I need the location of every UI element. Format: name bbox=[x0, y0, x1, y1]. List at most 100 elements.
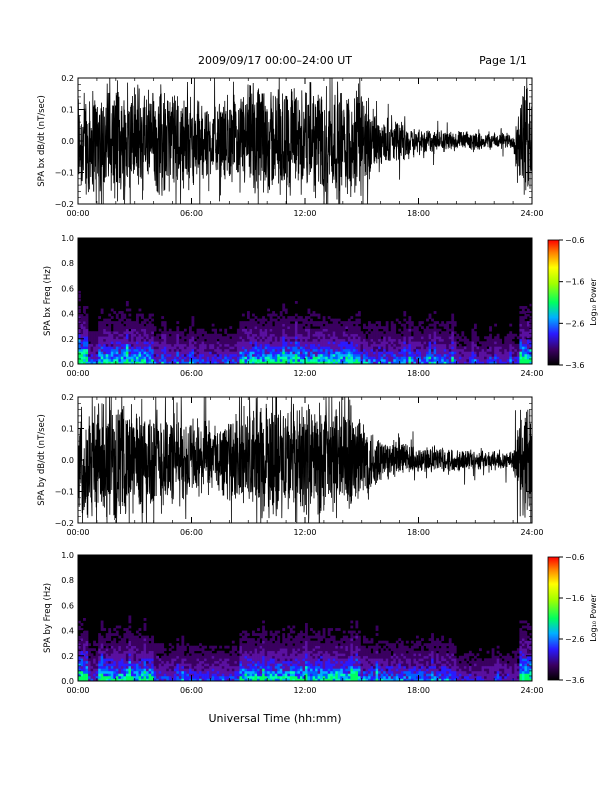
spectrogram-cell bbox=[120, 313, 124, 317]
spectrogram-cell bbox=[136, 328, 139, 332]
spectrogram-cell bbox=[257, 331, 260, 335]
spectrogram-cell bbox=[257, 660, 260, 664]
spectrogram-cell bbox=[186, 678, 190, 682]
spectrogram-cell bbox=[201, 328, 205, 332]
spectrogram-cell bbox=[146, 351, 149, 355]
spectrogram-cell bbox=[287, 316, 291, 319]
spectrogram-cell bbox=[438, 361, 442, 365]
spectrogram-cell bbox=[451, 323, 455, 327]
spectrogram-cell bbox=[113, 675, 117, 679]
spectrogram-cell bbox=[98, 648, 101, 652]
spectrogram-cell bbox=[330, 356, 334, 360]
spectrogram-cell bbox=[350, 678, 354, 682]
spectrogram-cell bbox=[249, 328, 253, 332]
spectrogram-cell bbox=[347, 673, 351, 677]
spectrogram-cell bbox=[317, 663, 321, 667]
spectrogram-cell bbox=[113, 650, 117, 654]
spectrogram-cell bbox=[352, 343, 356, 347]
spectrogram-cell bbox=[211, 323, 215, 327]
spectrogram-cell bbox=[115, 625, 119, 629]
spectrogram-cell bbox=[178, 361, 182, 365]
spectrogram-cell bbox=[156, 333, 160, 337]
spectrogram-cell bbox=[244, 670, 248, 674]
spectrogram-cell bbox=[95, 675, 99, 679]
spectrogram-cell bbox=[224, 658, 228, 662]
spectrogram-cell bbox=[120, 351, 124, 355]
spectrogram-cell bbox=[209, 673, 212, 677]
spectrogram-cell bbox=[241, 660, 245, 664]
spectrogram-cell bbox=[405, 328, 409, 332]
spectrogram-cell bbox=[456, 341, 460, 345]
spectrogram-cell bbox=[274, 660, 278, 664]
spectrogram-cell bbox=[88, 338, 91, 342]
spectrogram-cell bbox=[254, 358, 258, 362]
spectrogram-cell bbox=[100, 658, 104, 662]
spectrogram-cell bbox=[289, 678, 293, 682]
spectrogram-cell bbox=[484, 348, 487, 352]
spectrogram-cell bbox=[337, 343, 341, 347]
spectrogram-cell bbox=[466, 343, 470, 347]
spectrogram-cell bbox=[226, 333, 230, 337]
spectrogram-cell bbox=[93, 670, 96, 674]
spectrogram-cell bbox=[279, 645, 283, 649]
spectrogram-cell bbox=[95, 336, 99, 340]
spectrogram-cell bbox=[368, 361, 371, 365]
spectrogram-cell bbox=[294, 323, 298, 327]
spectrogram-cell bbox=[120, 311, 124, 314]
spectrogram-cell bbox=[257, 673, 260, 677]
spectrogram-cell bbox=[327, 630, 331, 634]
y-tick-label: −0.1 bbox=[55, 488, 74, 497]
spectrogram-cell bbox=[113, 336, 117, 340]
spectrogram-cell bbox=[151, 665, 154, 669]
spectrogram-cell bbox=[178, 658, 182, 662]
spectrogram-cell bbox=[403, 318, 407, 322]
spectrogram-cell bbox=[403, 328, 407, 332]
spectrogram-cell bbox=[388, 348, 392, 352]
spectrogram-cell bbox=[234, 658, 238, 662]
spectrogram-cell bbox=[327, 346, 331, 350]
spectrogram-cell bbox=[166, 678, 170, 682]
spectrogram-cell bbox=[199, 336, 202, 340]
spectrogram-cell bbox=[400, 336, 404, 340]
spectrogram-cell bbox=[282, 361, 286, 365]
spectrogram-cell bbox=[146, 653, 149, 657]
spectrogram-cell bbox=[279, 311, 283, 314]
spectrogram-cell bbox=[390, 331, 394, 335]
spectrogram-cell bbox=[327, 643, 331, 647]
spectrogram-cell bbox=[277, 321, 281, 324]
spectrogram-cell bbox=[516, 346, 520, 350]
spectrogram-cell bbox=[325, 356, 328, 360]
spectrogram-cell bbox=[171, 655, 175, 659]
spectrogram-cell bbox=[496, 338, 500, 342]
spectrogram-cell bbox=[216, 356, 220, 360]
spectrogram-cell bbox=[305, 356, 308, 360]
spectrogram-cell bbox=[108, 628, 112, 631]
spectrogram-cell bbox=[299, 353, 303, 357]
spectrogram-cell bbox=[188, 670, 192, 674]
spectrogram-cell bbox=[80, 331, 84, 335]
spectrogram-cell bbox=[93, 678, 96, 682]
spectrogram-cell bbox=[355, 348, 359, 352]
spectrogram-cell bbox=[327, 640, 331, 644]
spectrogram-cell bbox=[85, 640, 89, 644]
spectrogram-cell bbox=[219, 341, 223, 345]
spectrogram-cell bbox=[234, 333, 238, 337]
spectrogram-cell bbox=[363, 346, 366, 350]
spectrogram-cell bbox=[209, 668, 212, 672]
spectrogram-cell bbox=[113, 648, 117, 652]
spectrogram-cell bbox=[103, 653, 107, 657]
spectrogram-cell bbox=[196, 678, 200, 682]
spectrogram-cell bbox=[188, 333, 192, 337]
spectrogram-cell bbox=[390, 336, 394, 340]
spectrogram-cell bbox=[156, 356, 160, 360]
spectrogram-cell bbox=[489, 333, 492, 337]
spectrogram-cell bbox=[496, 341, 500, 345]
spectrogram-cell bbox=[146, 665, 149, 669]
spectrogram-cell bbox=[98, 675, 101, 679]
spectrogram-cell bbox=[504, 346, 508, 350]
spectrogram-cell bbox=[299, 348, 303, 352]
spectrogram-cell bbox=[239, 670, 243, 674]
spectrogram-cell bbox=[264, 361, 268, 365]
spectrogram-cell bbox=[431, 341, 434, 345]
spectrogram-cell bbox=[100, 640, 104, 644]
